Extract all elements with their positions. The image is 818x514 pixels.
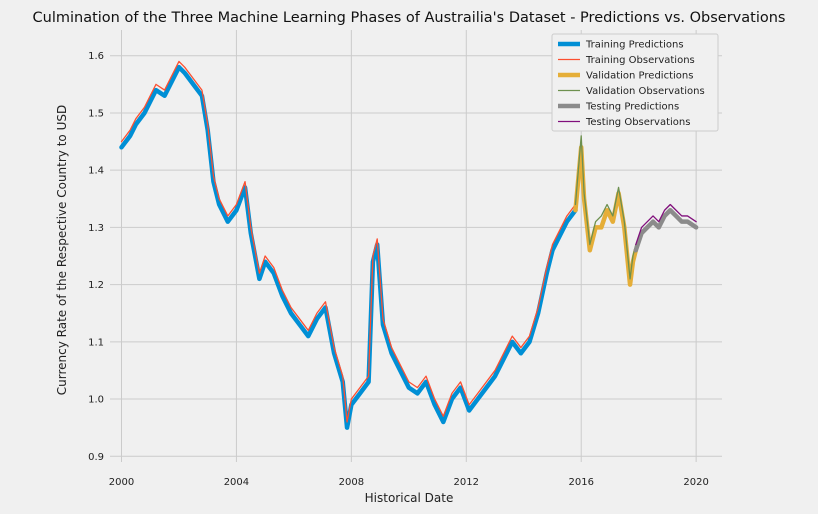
x-tick-label: 2008 bbox=[339, 477, 364, 488]
series-line-validation-observations bbox=[574, 135, 637, 280]
y-tick-label: 1.0 bbox=[88, 395, 104, 406]
series-line-training-observations bbox=[120, 60, 577, 423]
y-tick-label: 0.9 bbox=[88, 452, 104, 463]
series-layer bbox=[119, 60, 699, 430]
x-tick-label: 2020 bbox=[683, 477, 708, 488]
x-axis-title: Historical Date bbox=[365, 491, 454, 505]
x-tick-label: 2000 bbox=[109, 477, 134, 488]
y-tick-label: 1.2 bbox=[88, 280, 104, 291]
grid-layer bbox=[110, 30, 722, 462]
x-tick-label: 2004 bbox=[224, 477, 249, 488]
series-line-testing-observations bbox=[635, 203, 697, 246]
chart-title: Culmination of the Three Machine Learnin… bbox=[33, 10, 786, 26]
y-tick-label: 1.5 bbox=[88, 108, 104, 119]
legend-label: Validation Observations bbox=[586, 86, 705, 97]
y-tick-label: 1.1 bbox=[88, 337, 104, 348]
legend-label: Training Observations bbox=[585, 55, 695, 66]
legend-label: Validation Predictions bbox=[586, 71, 693, 82]
y-axis-title: Currency Rate of the Respective Country … bbox=[55, 105, 69, 395]
x-tick-label: 2016 bbox=[568, 477, 593, 488]
legend-label: Training Predictions bbox=[585, 40, 684, 51]
legend-label: Testing Observations bbox=[585, 117, 690, 128]
tick-layer: 2000 2004 2008 2012 2016 2020 0.9 1.0 1.1 1.2 1.3 1… bbox=[88, 51, 709, 488]
legend-box bbox=[551, 33, 719, 132]
y-tick-label: 1.3 bbox=[88, 223, 104, 234]
x-tick-label: 2012 bbox=[454, 477, 479, 488]
y-tick-label: 1.6 bbox=[88, 51, 104, 62]
legend-label: Testing Predictions bbox=[585, 102, 679, 113]
series-line-testing-predictions bbox=[633, 207, 699, 253]
legend: Training Predictions Training Observation… bbox=[551, 33, 719, 132]
y-tick-label: 1.4 bbox=[88, 166, 104, 177]
